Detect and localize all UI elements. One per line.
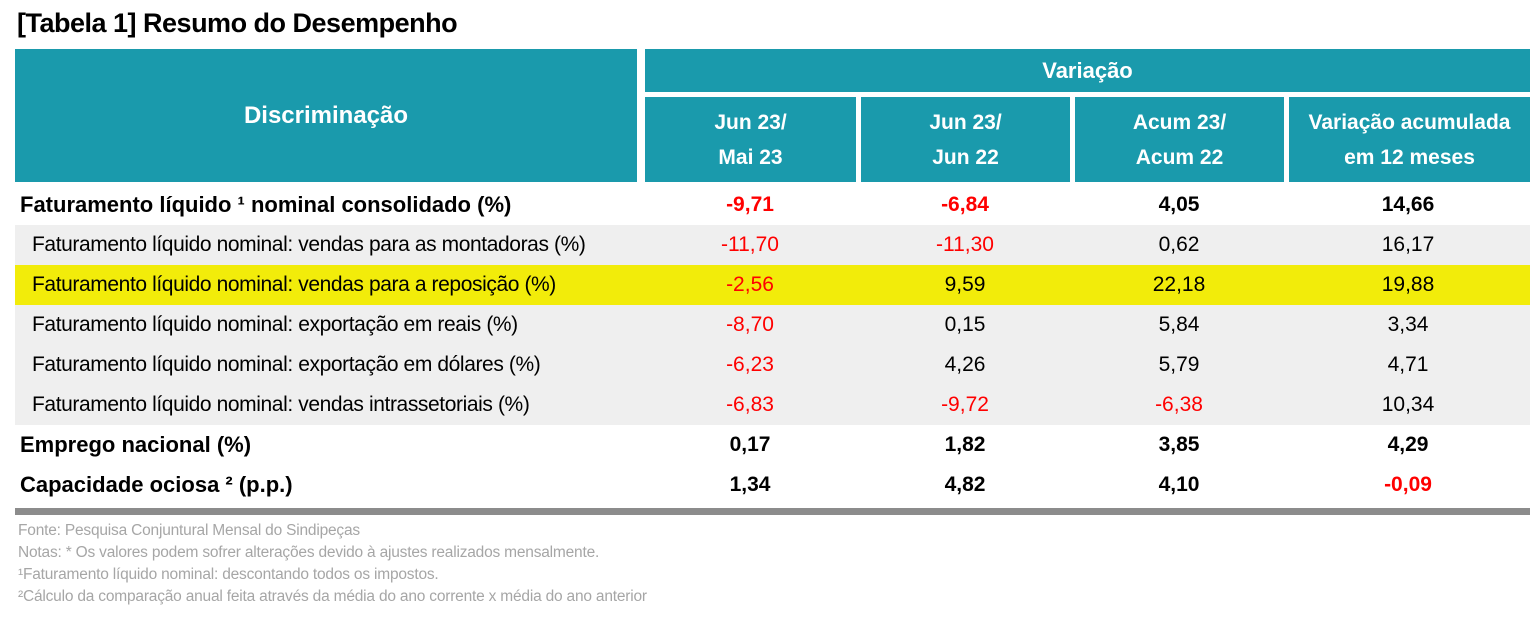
value-cell: 16,17 <box>1381 233 1435 256</box>
value-cell: 1,34 <box>729 473 771 496</box>
value-cell: 4,10 <box>1158 473 1200 496</box>
row-label: Emprego nacional (%) <box>20 432 252 457</box>
value-cell: -6,38 <box>1155 393 1203 416</box>
value-cell: -9,72 <box>941 393 989 416</box>
value-cell: -0,09 <box>1384 473 1432 496</box>
discrimination-header-cell: Discriminação <box>15 49 637 182</box>
value-cell: 5,84 <box>1158 313 1200 336</box>
value-cell: -2,56 <box>726 273 774 296</box>
value-cell: 10,34 <box>1381 393 1435 416</box>
row-label: Faturamento líquido nominal: vendas intr… <box>32 393 530 416</box>
column-header-acum23-acum22: Acum 23/ Acum 22 <box>1075 97 1284 182</box>
value-cell: 19,88 <box>1381 273 1435 296</box>
row-label: Faturamento líquido ¹ nominal consolidad… <box>20 192 512 217</box>
page: [Tabela 1] Resumo do Desempenho Discrimi… <box>0 8 1536 619</box>
column-header-line: Mai 23 <box>718 145 783 169</box>
column-header-jun23-mai23: Jun 23/ Mai 23 <box>645 97 856 182</box>
table-body: Faturamento líquido ¹ nominal consolidad… <box>15 185 1530 505</box>
column-header-line: Jun 23/ <box>714 110 787 134</box>
value-cell: 4,82 <box>944 473 986 496</box>
value-cell: 4,71 <box>1387 353 1429 376</box>
row-label: Capacidade ociosa ² (p.p.) <box>20 472 293 497</box>
value-cell: 4,29 <box>1387 433 1429 456</box>
row-label: Faturamento líquido nominal: vendas para… <box>32 233 586 256</box>
value-cell: 1,82 <box>944 433 986 456</box>
value-cell: 0,15 <box>944 313 986 336</box>
value-cell: 22,18 <box>1152 273 1206 296</box>
row-label: Faturamento líquido nominal: exportação … <box>32 313 518 336</box>
column-header-12-meses: Variação acumulada em 12 meses <box>1289 97 1530 182</box>
table-header: Discriminação Variação Jun 23/ Mai 23 Ju… <box>15 49 1530 182</box>
general-note: Notas: * Os valores podem sofrer alteraç… <box>18 544 600 561</box>
table-row: Faturamento líquido nominal: vendas para… <box>15 225 1530 265</box>
value-cell: -8,70 <box>726 313 774 336</box>
variation-group: Variação Jun 23/ Mai 23 Jun 23/ Jun 22 A… <box>645 49 1530 182</box>
value-cell: 9,59 <box>944 273 986 296</box>
value-cell: 3,85 <box>1158 433 1200 456</box>
value-cell: 4,26 <box>944 353 986 376</box>
value-cell: -6,84 <box>941 193 989 216</box>
value-cell: 5,79 <box>1158 353 1200 376</box>
table-row: Faturamento líquido ¹ nominal consolidad… <box>15 185 1530 225</box>
table-row: Faturamento líquido nominal: vendas intr… <box>15 385 1530 425</box>
value-cell: -11,70 <box>721 233 779 256</box>
column-header-line: Variação acumulada <box>1308 110 1511 134</box>
column-header-jun23-jun22: Jun 23/ Jun 22 <box>861 97 1070 182</box>
column-header-line: Acum 23/ <box>1132 110 1227 134</box>
value-cell: 4,05 <box>1158 193 1200 216</box>
table-bottom-divider <box>15 508 1530 515</box>
column-header-line: Jun 23/ <box>929 110 1002 134</box>
column-header-line: Acum 22 <box>1135 145 1224 169</box>
footnote-2: ²Cálculo da comparação anual feita atrav… <box>18 588 647 605</box>
performance-table: Discriminação Variação Jun 23/ Mai 23 Ju… <box>15 49 1530 608</box>
table-row: Faturamento líquido nominal: exportação … <box>15 305 1530 345</box>
value-cell: -11,30 <box>936 233 994 256</box>
value-cell: 0,17 <box>729 433 771 456</box>
value-cell: -9,71 <box>726 193 774 216</box>
value-cell: 14,66 <box>1381 193 1435 216</box>
footnotes: Fonte: Pesquisa Conjuntural Mensal do Si… <box>15 520 1530 608</box>
table-row: Emprego nacional (%) 0,17 1,82 3,85 4,29 <box>15 425 1530 465</box>
value-cell: -6,83 <box>726 393 774 416</box>
table-row-highlighted: Faturamento líquido nominal: vendas para… <box>15 265 1530 305</box>
column-header-line: Jun 22 <box>932 145 999 169</box>
table-row: Capacidade ociosa ² (p.p.) 1,34 4,82 4,1… <box>15 465 1530 505</box>
table-row: Faturamento líquido nominal: exportação … <box>15 345 1530 385</box>
source-note: Fonte: Pesquisa Conjuntural Mensal do Si… <box>18 522 360 539</box>
row-label: Faturamento líquido nominal: vendas para… <box>32 273 556 296</box>
value-cell: -6,23 <box>726 353 774 376</box>
column-headers: Jun 23/ Mai 23 Jun 23/ Jun 22 Acum 23/ A… <box>645 97 1530 182</box>
value-cell: 3,34 <box>1387 313 1429 336</box>
footnote-1: ¹Faturamento líquido nominal: descontand… <box>18 566 439 583</box>
column-header-line: em 12 meses <box>1344 145 1475 169</box>
value-cell: 0,62 <box>1158 233 1200 256</box>
row-label: Faturamento líquido nominal: exportação … <box>32 353 541 376</box>
variation-header-cell: Variação <box>645 49 1530 92</box>
page-title: [Tabela 1] Resumo do Desempenho <box>17 8 458 38</box>
